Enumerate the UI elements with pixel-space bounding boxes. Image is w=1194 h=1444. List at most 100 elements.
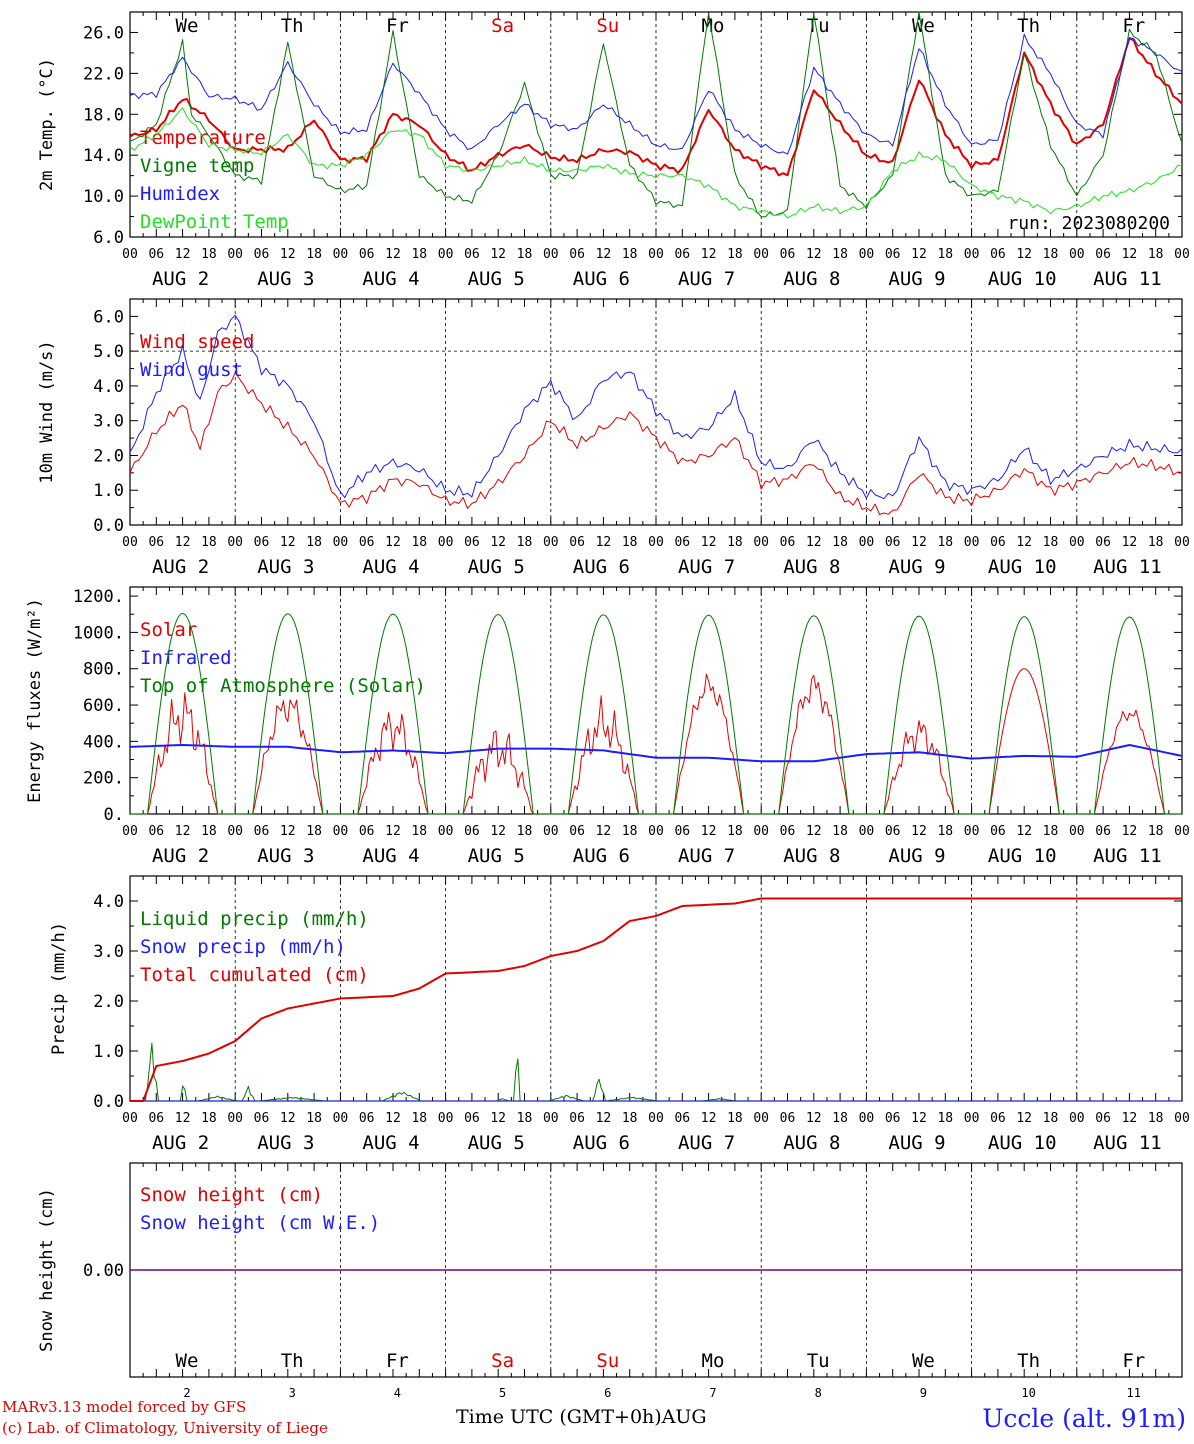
hour-label: 06	[569, 824, 585, 839]
hour-label: 18	[306, 247, 322, 262]
hour-label: 06	[148, 1111, 164, 1126]
hour-label: 12	[1122, 247, 1138, 262]
hour-label: 12	[175, 824, 191, 839]
hour-label: 00	[648, 247, 664, 262]
hour-label: 18	[411, 824, 427, 839]
hour-label: 18	[727, 535, 743, 550]
hour-label: 06	[569, 535, 585, 550]
hour-label: 00	[1069, 247, 1085, 262]
day-of-week-label: Sa	[491, 15, 514, 37]
series-line-temp-2	[129, 33, 1183, 155]
hour-label: 06	[1095, 535, 1111, 550]
hour-label: 06	[359, 247, 375, 262]
hour-label: 12	[175, 247, 191, 262]
hour-label: 12	[1122, 824, 1138, 839]
day-number-label: 6	[604, 1386, 611, 1400]
y-tick-label: 6.0	[93, 307, 124, 327]
hour-label: 06	[990, 535, 1006, 550]
hour-label: 12	[1016, 535, 1032, 550]
hour-label: 00	[543, 824, 559, 839]
hour-label: 06	[148, 824, 164, 839]
hour-label: 00	[964, 535, 980, 550]
hour-label: 18	[622, 1111, 638, 1126]
run-annotation: run: 2023080200	[1007, 213, 1170, 234]
day-of-week-label: We	[912, 1350, 935, 1372]
hour-label: 18	[1043, 1111, 1059, 1126]
hour-label: 18	[201, 247, 217, 262]
date-label: AUG 5	[468, 845, 525, 867]
hour-label: 00	[543, 1111, 559, 1126]
y-tick-label: 1.0	[93, 1042, 124, 1062]
legend-snow-0: Snow height (cm)	[140, 1184, 323, 1206]
hour-label: 18	[411, 247, 427, 262]
panel-energy: 0. 200. 400. 600. 800. 1000. 1200. Energy fluxe…	[25, 586, 1190, 867]
hour-label: 00	[122, 247, 138, 262]
day-number-label: 4	[394, 1386, 401, 1400]
date-label: AUG 4	[362, 845, 419, 867]
hour-label: 00	[333, 247, 349, 262]
hour-label: 18	[937, 535, 953, 550]
hour-label: 12	[701, 535, 717, 550]
hour-label: 06	[674, 247, 690, 262]
date-label: AUG 8	[783, 1132, 840, 1154]
series-line-temp-0	[129, 37, 1183, 177]
series-line-energy-2	[130, 612, 1182, 815]
hour-label: 00	[648, 535, 664, 550]
hour-label: 00	[438, 535, 454, 550]
panel-wind: 0.0 1.0 2.0 3.0 4.0 5.0 6.0 10m Wind (m/s) 00 06 1…	[37, 298, 1190, 578]
day-of-week-label: Th	[1017, 15, 1040, 37]
hour-label: 06	[885, 535, 901, 550]
y-tick-label: 14.0	[83, 146, 124, 166]
hour-label: 12	[911, 1111, 927, 1126]
hour-label: 18	[306, 535, 322, 550]
hour-label: 00	[1174, 824, 1190, 839]
hour-label: 00	[543, 535, 559, 550]
hour-label: 00	[122, 535, 138, 550]
hour-label: 06	[464, 247, 480, 262]
hour-label: 18	[1043, 535, 1059, 550]
hour-label: 06	[885, 824, 901, 839]
date-label: AUG 6	[573, 556, 630, 578]
date-label: AUG 4	[362, 556, 419, 578]
date-label: AUG 8	[783, 845, 840, 867]
hour-label: 12	[280, 1111, 296, 1126]
hour-label: 00	[1174, 247, 1190, 262]
hour-label: 12	[280, 824, 296, 839]
date-label: AUG 2	[152, 268, 209, 290]
hour-label: 06	[674, 1111, 690, 1126]
hour-label: 12	[175, 1111, 191, 1126]
y-tick-label: 3.0	[93, 942, 124, 962]
hour-label: 18	[937, 247, 953, 262]
hour-label: 00	[964, 824, 980, 839]
panel-temp: 6.0 10.0 14.0 18.0 22.0 26.0 2m Temp. (°C) 00 06…	[37, 11, 1190, 290]
day-number-label: 8	[815, 1386, 822, 1400]
date-label: AUG 6	[573, 268, 630, 290]
legend-temp-3: DewPoint Temp	[140, 211, 289, 233]
hour-label: 12	[806, 824, 822, 839]
hour-label: 06	[148, 247, 164, 262]
hour-label: 00	[122, 824, 138, 839]
hour-label: 00	[227, 247, 243, 262]
hour-label: 12	[911, 247, 927, 262]
legend-energy-1: Infrared	[140, 647, 232, 669]
legend-precip-1: Snow precip (mm/h)	[140, 936, 346, 958]
date-label: AUG 7	[678, 1132, 735, 1154]
y-tick-label: 0.0	[93, 516, 124, 536]
hour-label: 18	[306, 824, 322, 839]
hour-label: 18	[832, 247, 848, 262]
hour-label: 06	[990, 824, 1006, 839]
day-of-week-label: Su	[596, 15, 619, 37]
date-label: AUG 8	[783, 268, 840, 290]
legend-temp-2: Humidex	[140, 183, 220, 205]
day-number-label: 7	[709, 1386, 716, 1400]
hour-label: 06	[1095, 824, 1111, 839]
hour-label: 00	[227, 1111, 243, 1126]
date-label: AUG 9	[888, 1132, 945, 1154]
day-of-week-label: Fr	[1122, 1350, 1145, 1372]
hour-label: 18	[727, 247, 743, 262]
hour-label: 12	[701, 1111, 717, 1126]
y-tick-label: 600.	[83, 696, 124, 716]
hour-label: 12	[806, 247, 822, 262]
hour-label: 06	[254, 535, 270, 550]
hour-label: 06	[780, 1111, 796, 1126]
